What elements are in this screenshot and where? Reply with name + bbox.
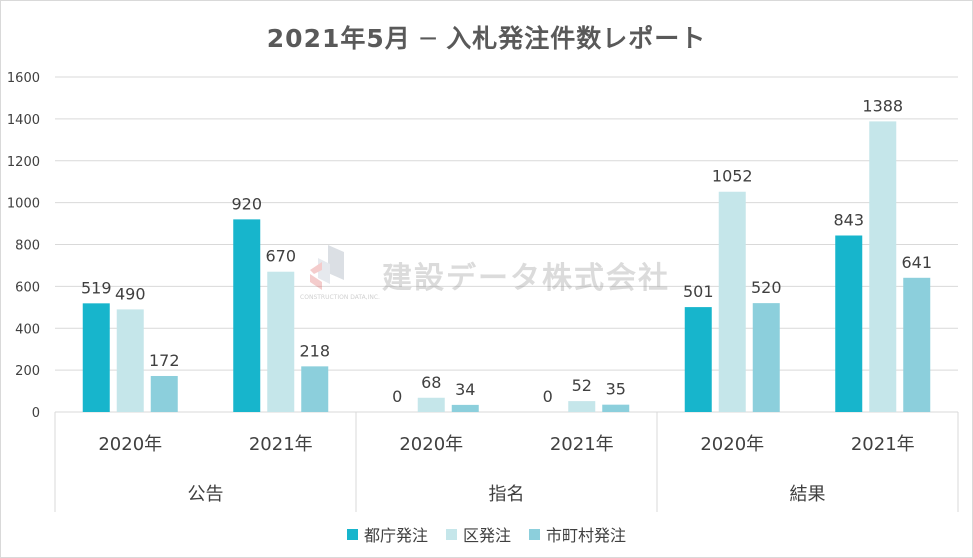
watermark-sub: CONSTRUCTION DATA,INC. [300, 294, 380, 301]
y-tick-label: 200 [15, 364, 40, 379]
bar [82, 303, 110, 412]
data-label: 501 [683, 282, 714, 301]
chart-title: 2021年5月 ─ 入札発注件数レポート [266, 24, 707, 53]
data-label: 490 [115, 284, 146, 303]
bar [233, 219, 261, 412]
y-tick-label: 0 [32, 406, 40, 421]
bar [835, 235, 863, 412]
data-label: 172 [149, 351, 180, 370]
year-label: 2021年 [249, 434, 313, 455]
bar [684, 307, 712, 412]
legend-swatch [346, 528, 358, 540]
legend-label: 市町村発注 [546, 526, 627, 545]
bar [267, 271, 295, 412]
bar [602, 404, 630, 412]
bar [150, 375, 178, 412]
bar [451, 404, 479, 412]
legend-item: 区発注 [445, 522, 511, 546]
year-label: 2021年 [550, 434, 614, 455]
year-label: 2021年 [851, 434, 915, 455]
bar [417, 397, 445, 412]
data-label: 1388 [862, 96, 903, 115]
group-label: 結果 [790, 484, 826, 505]
data-label: 34 [455, 380, 475, 399]
company-logo-icon: CONSTRUCTION DATA,INC. [300, 240, 380, 310]
data-label: 52 [572, 376, 592, 395]
legend-swatch [529, 528, 540, 540]
y-tick-label: 1000 [7, 197, 40, 212]
year-label: 2020年 [98, 434, 162, 455]
legend-swatch [445, 528, 457, 540]
data-label: 0 [392, 387, 402, 406]
data-label: 35 [606, 380, 626, 399]
y-tick-label: 400 [15, 322, 40, 337]
bar [568, 401, 596, 412]
legend-label: 区発注 [462, 526, 511, 545]
data-label: 920 [231, 194, 262, 213]
watermark: CONSTRUCTION DATA,INC. 建設データ株式会社 [300, 240, 670, 310]
data-label: 218 [299, 341, 330, 360]
y-tick-label: 1600 [7, 71, 40, 86]
y-tick-label: 800 [15, 239, 40, 254]
data-label: 1052 [712, 167, 753, 186]
data-label: 68 [421, 373, 441, 392]
y-tick-label: 1200 [7, 155, 40, 170]
bar [903, 277, 931, 412]
data-label: 0 [543, 387, 553, 406]
legend-item: 市町村発注 [529, 522, 626, 546]
legend-item: 都庁発注 [346, 522, 428, 546]
bar [116, 309, 144, 412]
group-label: 公告 [188, 484, 224, 505]
bar [718, 191, 746, 412]
y-tick-label: 1400 [7, 113, 40, 128]
bar [301, 366, 329, 412]
year-label: 2020年 [700, 434, 764, 455]
watermark-text: 建設データ株式会社 [382, 261, 670, 296]
data-label: 519 [81, 278, 112, 297]
bar [869, 121, 897, 412]
data-label: 843 [833, 210, 864, 229]
y-tick-label: 600 [15, 280, 40, 295]
group-label: 指名 [489, 484, 525, 505]
data-label: 520 [751, 278, 782, 297]
data-label: 641 [901, 253, 932, 272]
legend-label: 都庁発注 [363, 526, 428, 545]
bar [752, 303, 780, 412]
data-label: 670 [265, 247, 296, 266]
legend: 都庁発注 区発注 市町村発注 [0, 522, 973, 546]
year-label: 2020年 [399, 434, 463, 455]
